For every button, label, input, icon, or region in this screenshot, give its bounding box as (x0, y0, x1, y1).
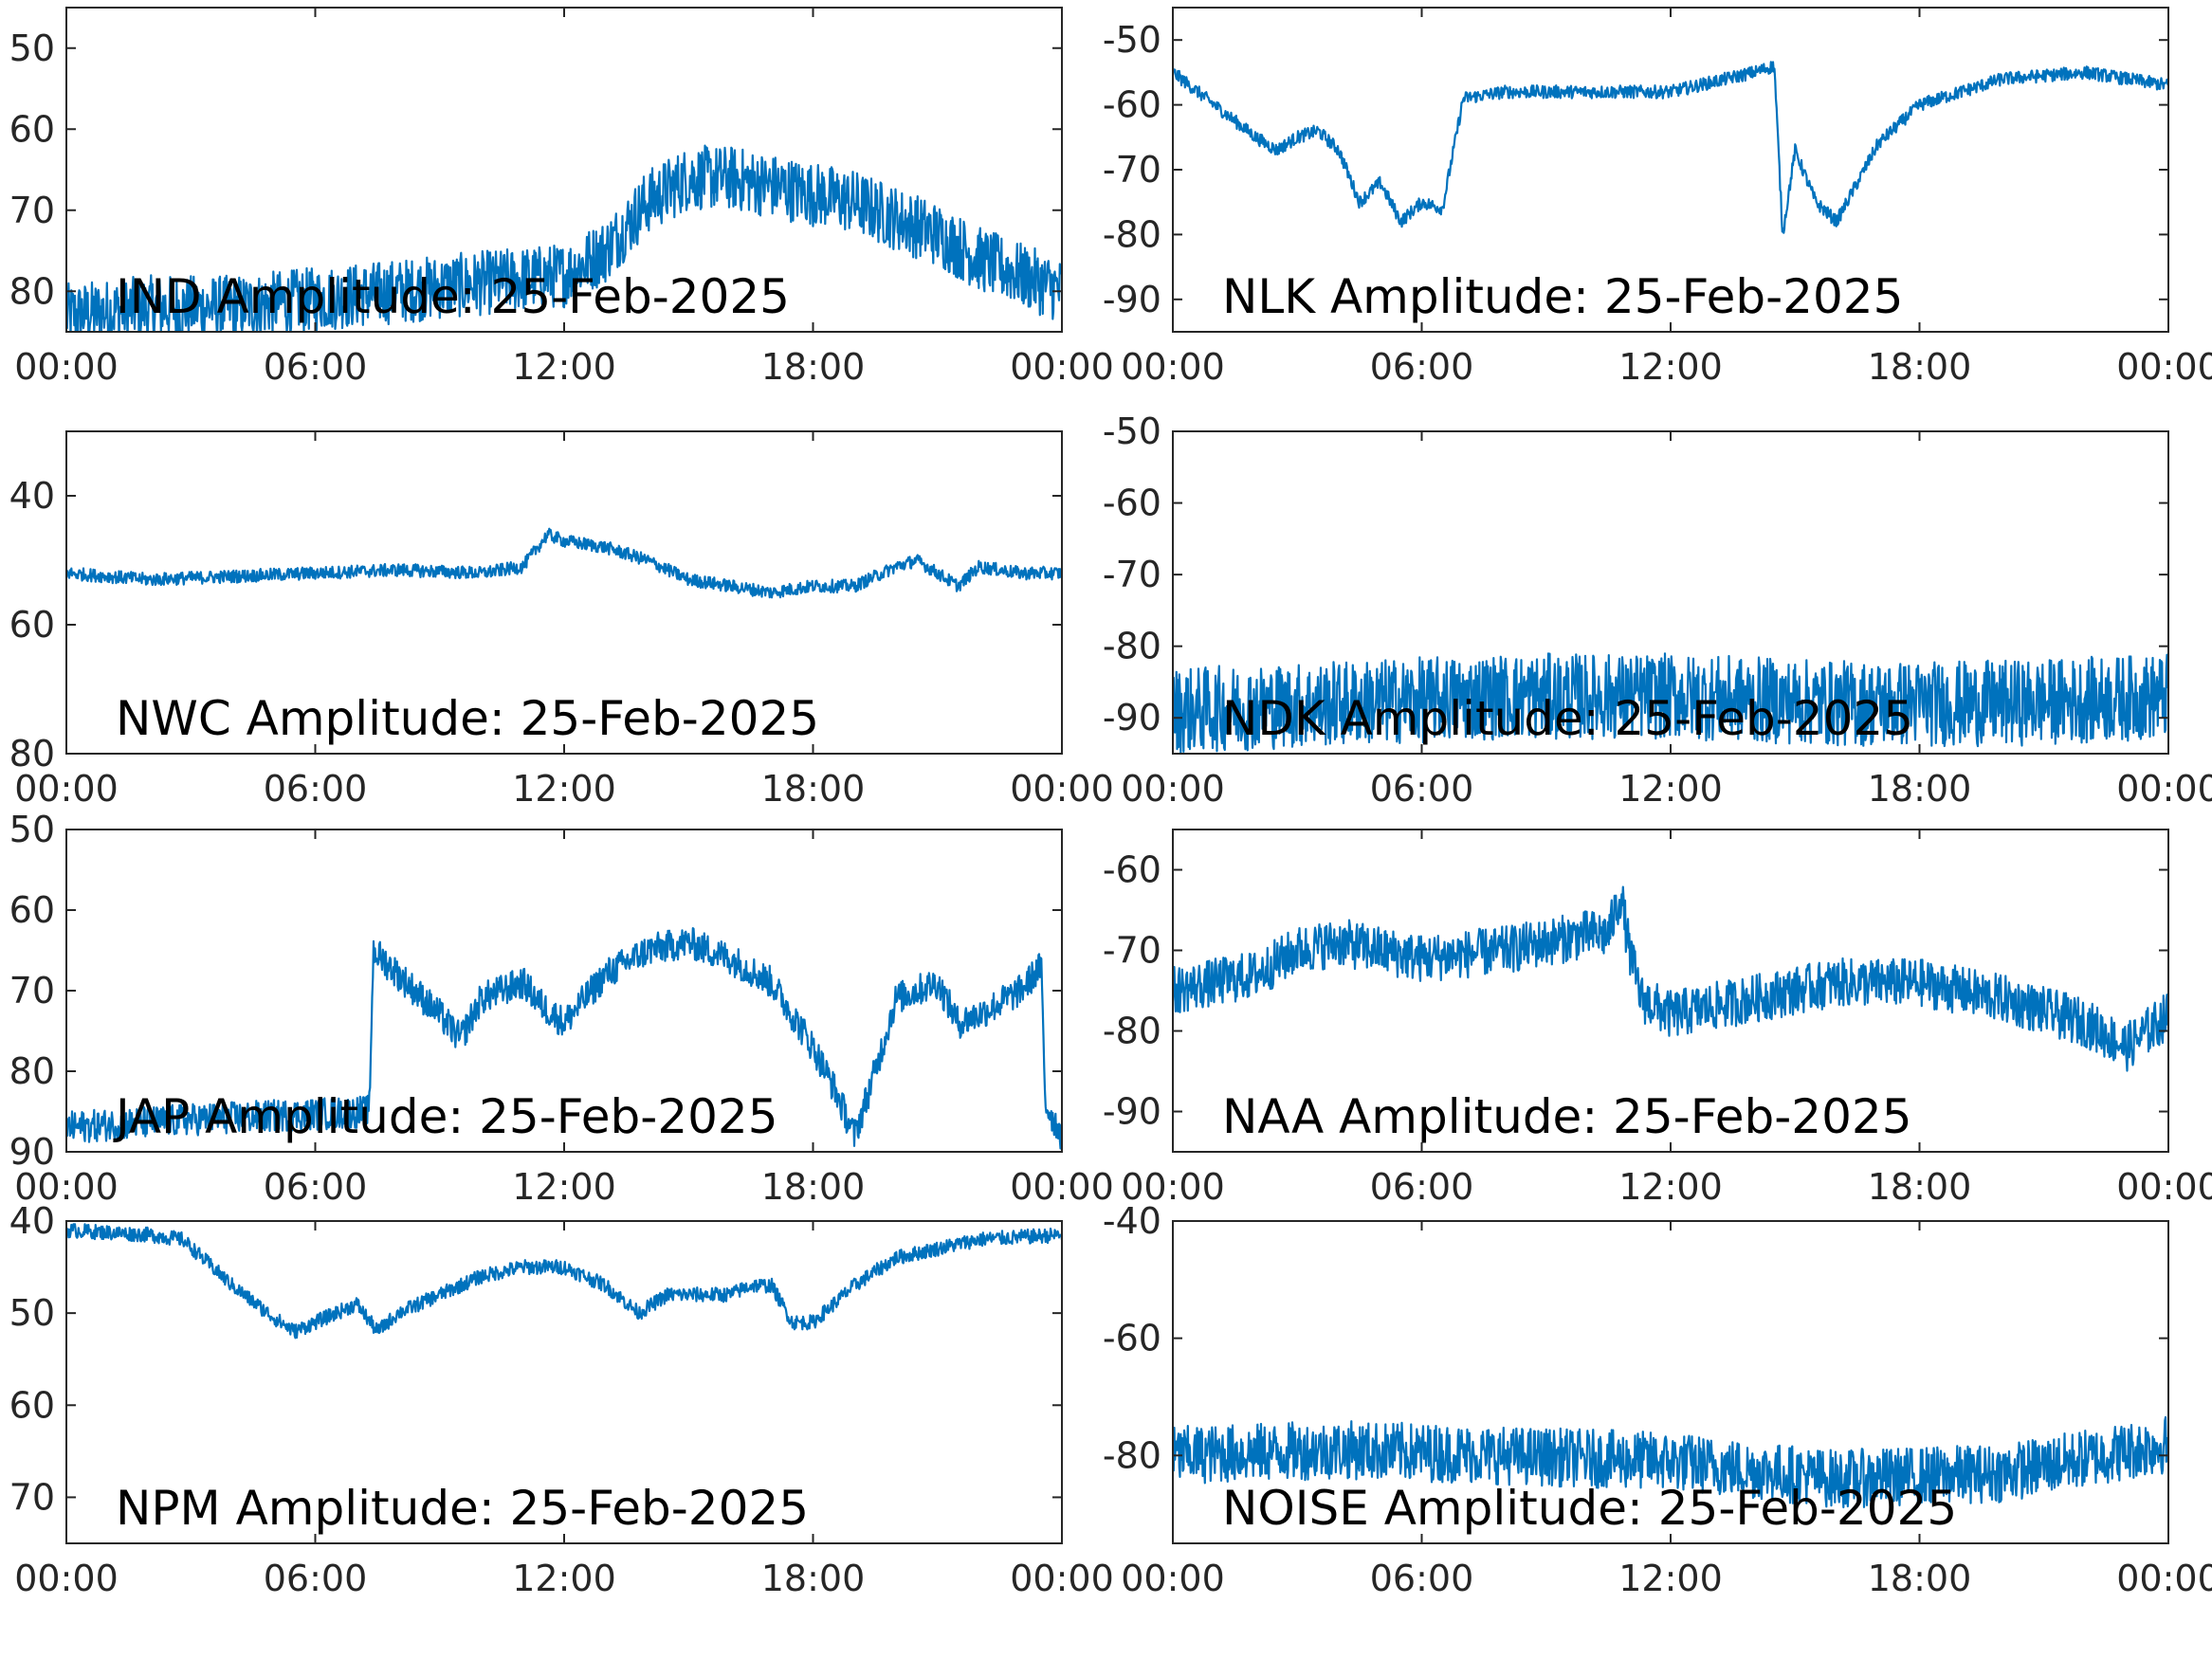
y-tick-label: 60 (9, 108, 55, 150)
y-tick-label: -50 (1103, 410, 1161, 452)
y-tick-label: 80 (9, 733, 55, 775)
y-tick-label: 70 (9, 190, 55, 231)
y-tick-label: -70 (1103, 554, 1161, 595)
x-tick-label: 06:00 (1370, 346, 1474, 388)
x-tick-label: 12:00 (512, 1166, 616, 1208)
y-tick-label: -70 (1103, 149, 1161, 191)
x-tick-label: 00:00 (2116, 768, 2212, 810)
x-tick-label: 12:00 (1618, 1166, 1723, 1208)
x-tick-label: 00:00 (2116, 1166, 2212, 1208)
x-tick-label: 12:00 (1618, 346, 1723, 388)
x-tick-label: 18:00 (761, 346, 866, 388)
x-tick-label: 00:00 (2116, 346, 2212, 388)
y-tick-label: 80 (9, 1050, 55, 1092)
y-tick-label: -90 (1103, 1091, 1161, 1133)
x-tick-label: 06:00 (264, 1558, 368, 1599)
x-tick-label: 00:00 (14, 346, 119, 388)
y-tick-label: 40 (9, 475, 55, 517)
panel-1: 00:00 06:00 12:00 18:00 00:00 -50 -60 -70 -80 -90… (1103, 7, 2212, 388)
panel-title: NWC Amplitude: 25-Feb-2025 (116, 691, 819, 746)
series-line-0 (66, 144, 1062, 332)
x-tick-label: 00:00 (1010, 1166, 1114, 1208)
x-tick-label: 18:00 (761, 1166, 866, 1208)
y-tick-label: 70 (9, 1476, 55, 1518)
x-tick-label: 18:00 (1868, 1166, 1972, 1208)
x-tick-label: 12:00 (512, 1558, 616, 1599)
y-tick-label: -60 (1103, 849, 1161, 891)
y-tick-label: -80 (1103, 626, 1161, 667)
x-tick-label: 18:00 (1868, 768, 1972, 810)
x-tick-label: 12:00 (512, 346, 616, 388)
x-tick-label: 18:00 (1868, 1558, 1972, 1599)
panel-2: 00:00 06:00 12:00 18:00 00:00 40 60 80 NWC Ampli… (9, 430, 1114, 810)
y-tick-label: 60 (9, 1384, 55, 1426)
y-tick-label: -90 (1103, 697, 1161, 738)
y-tick-label: -80 (1103, 213, 1161, 255)
panel-4: 00:00 06:00 12:00 18:00 00:00 50 60 70 80 90 JAP A… (9, 809, 1114, 1208)
series-line-0 (66, 927, 1062, 1150)
panel-0: 00:00 06:00 12:00 18:00 00:00 50 60 70 80 IND Amp… (9, 7, 1114, 388)
y-tick-label: 50 (9, 1292, 55, 1334)
y-tick-label: -70 (1103, 930, 1161, 972)
y-tick-label: -60 (1103, 483, 1161, 524)
panel-title: IND Amplitude: 25-Feb-2025 (116, 269, 790, 324)
panel-title: NAA Amplitude: 25-Feb-2025 (1222, 1089, 1912, 1144)
panel-5: 00:00 06:00 12:00 18:00 00:00 -60 -70 -80 -90 NAA… (1103, 829, 2212, 1208)
x-tick-label: 00:00 (1010, 1558, 1114, 1599)
y-tick-label: -90 (1103, 279, 1161, 320)
series-line-0 (1173, 1415, 2168, 1509)
x-tick-label: 06:00 (1370, 768, 1474, 810)
x-tick-label: 06:00 (264, 346, 368, 388)
x-tick-label: 12:00 (1618, 1558, 1723, 1599)
y-tick-label: 60 (9, 604, 55, 646)
x-tick-label: 06:00 (1370, 1166, 1474, 1208)
x-tick-label: 00:00 (1121, 1166, 1225, 1208)
x-tick-label: 18:00 (761, 1558, 866, 1599)
series-line-0 (1173, 885, 2168, 1072)
panel-title: NOISE Amplitude: 25-Feb-2025 (1222, 1481, 1957, 1536)
x-tick-label: 00:00 (1121, 346, 1225, 388)
x-tick-label: 00:00 (1010, 768, 1114, 810)
panel-6: 00:00 06:00 12:00 18:00 00:00 40 50 60 70 NPM Amp… (9, 1200, 1114, 1599)
y-tick-label: 50 (9, 809, 55, 850)
x-tick-label: 06:00 (264, 1166, 368, 1208)
y-tick-label: 40 (9, 1200, 55, 1242)
y-tick-label: -60 (1103, 1318, 1161, 1359)
y-tick-label: 60 (9, 889, 55, 931)
series-line-0 (1173, 652, 2168, 754)
x-tick-label: 18:00 (761, 768, 866, 810)
x-tick-label: 06:00 (1370, 1558, 1474, 1599)
y-tick-label: -50 (1103, 19, 1161, 61)
x-tick-label: 00:00 (1121, 1558, 1225, 1599)
x-tick-label: 00:00 (14, 1558, 119, 1599)
series-line-0 (1173, 61, 2168, 234)
panel-title: JAP Amplitude: 25-Feb-2025 (113, 1089, 778, 1144)
panel-3: 00:00 06:00 12:00 18:00 00:00 -50 -60 -70 -80 -90… (1103, 410, 2212, 810)
series-line-0 (66, 527, 1062, 599)
x-tick-label: 00:00 (1121, 768, 1225, 810)
panel-7: 00:00 06:00 12:00 18:00 00:00 -40 -60 -80 NOISE … (1103, 1200, 2212, 1599)
x-tick-label: 12:00 (512, 768, 616, 810)
y-tick-label: -60 (1103, 84, 1161, 126)
y-tick-label: 70 (9, 970, 55, 1012)
y-tick-label: 50 (9, 27, 55, 69)
y-tick-label: -80 (1103, 1434, 1161, 1476)
x-tick-label: 00:00 (2116, 1558, 2212, 1599)
x-tick-label: 06:00 (264, 768, 368, 810)
x-tick-label: 00:00 (14, 768, 119, 810)
y-tick-label: -80 (1103, 1011, 1161, 1052)
panel-title: NLK Amplitude: 25-Feb-2025 (1222, 269, 1903, 324)
x-tick-label: 00:00 (1010, 346, 1114, 388)
panel-title: NPM Amplitude: 25-Feb-2025 (116, 1481, 809, 1536)
y-tick-label: 80 (9, 270, 55, 312)
panel-title: NDK Amplitude: 25-Feb-2025 (1222, 691, 1913, 746)
x-tick-label: 12:00 (1618, 768, 1723, 810)
y-tick-label: 90 (9, 1131, 55, 1173)
x-tick-label: 18:00 (1868, 346, 1972, 388)
x-tick-label: 00:00 (14, 1166, 119, 1208)
series-line-0 (66, 1223, 1062, 1340)
y-tick-label: -40 (1103, 1200, 1161, 1242)
